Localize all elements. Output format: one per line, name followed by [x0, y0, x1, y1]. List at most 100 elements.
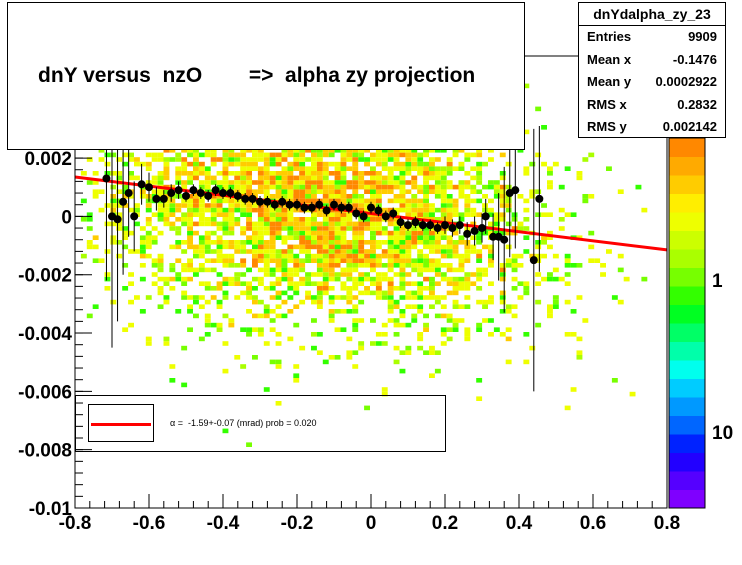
heatmap-cell	[269, 180, 276, 185]
heatmap-cell	[558, 276, 565, 282]
heatmap-cell	[157, 212, 164, 217]
heatmap-cell	[499, 309, 506, 314]
heatmap-cell	[287, 253, 294, 259]
heatmap-cell	[423, 327, 429, 332]
heatmap-cell	[234, 355, 241, 360]
profile-point	[448, 224, 457, 233]
heatmap-cell	[387, 180, 394, 185]
heatmap-cell	[163, 157, 170, 162]
heatmap-cell	[311, 230, 317, 236]
heatmap-cell	[452, 253, 459, 259]
heatmap-cell	[375, 226, 382, 231]
heatmap-cell	[316, 272, 323, 277]
heatmap-cell	[299, 217, 306, 222]
heatmap-cell	[252, 263, 258, 268]
heatmap-cell	[375, 184, 382, 190]
heatmap-cell	[346, 217, 353, 222]
heatmap-cell	[458, 253, 465, 259]
heatmap-cell	[517, 221, 524, 227]
profile-point	[315, 200, 324, 209]
heatmap-cell	[275, 295, 282, 300]
heatmap-cell	[275, 230, 282, 236]
heatmap-cell	[275, 313, 282, 319]
heatmap-cell	[364, 148, 370, 153]
heatmap-cell	[440, 295, 447, 300]
heatmap-cell	[204, 240, 211, 245]
heatmap-cell	[470, 175, 477, 181]
heatmap-cell	[257, 267, 264, 273]
heatmap-cell	[511, 313, 518, 319]
heatmap-cell	[228, 203, 235, 208]
heatmap-cell	[204, 235, 211, 240]
heatmap-cell	[175, 157, 182, 162]
heatmap-cell	[452, 244, 459, 250]
heatmap-cell	[263, 258, 270, 263]
heatmap-cell	[411, 281, 418, 286]
heatmap-cell	[257, 244, 264, 250]
heatmap-cell	[393, 272, 400, 277]
heatmap-cell	[370, 341, 376, 346]
heatmap-cell	[358, 299, 365, 305]
heatmap-cell	[617, 299, 624, 305]
heatmap-cell	[287, 175, 294, 181]
heatmap-cell	[287, 217, 294, 222]
heatmap-cell	[287, 194, 294, 199]
heatmap-cell	[523, 207, 530, 213]
heatmap-cell	[246, 295, 252, 300]
heatmap-cell	[381, 180, 388, 185]
heatmap-cell	[505, 161, 512, 167]
heatmap-cell	[499, 295, 506, 300]
heatmap-cell	[311, 299, 317, 305]
heatmap-cell	[370, 226, 376, 231]
heatmap-cell	[322, 230, 329, 236]
heatmap-cell	[564, 166, 571, 171]
heatmap-cell	[299, 166, 306, 171]
heatmap-cell	[352, 364, 359, 369]
heatmap-cell	[198, 295, 205, 300]
heatmap-cell	[198, 267, 205, 273]
heatmap-cell	[393, 286, 400, 291]
heatmap-cell	[476, 166, 483, 171]
heatmap-cell	[311, 295, 317, 300]
heatmap-cell	[328, 161, 335, 167]
heatmap-cell	[381, 148, 388, 153]
heatmap-cell	[405, 244, 412, 250]
heatmap-cell	[98, 189, 105, 194]
heatmap-cell	[305, 253, 311, 259]
heatmap-cell	[263, 286, 270, 291]
heatmap-cell	[193, 152, 199, 158]
heatmap-cell	[293, 194, 300, 199]
heatmap-cell	[240, 203, 247, 208]
heatmap-cell	[86, 212, 93, 217]
profile-point	[182, 191, 190, 200]
heatmap-cell	[387, 318, 394, 323]
heatmap-cell	[269, 230, 276, 236]
heatmap-cell	[346, 286, 353, 291]
heatmap-cell	[328, 184, 335, 190]
heatmap-cell	[193, 249, 199, 254]
heatmap-cell	[110, 240, 117, 245]
heatmap-cell	[122, 152, 129, 158]
heatmap-cell	[440, 304, 447, 309]
heatmap-cell	[370, 175, 376, 181]
heatmap-cell	[405, 290, 412, 296]
heatmap-cell	[316, 171, 323, 176]
heatmap-cell	[92, 258, 99, 263]
colorbar-label-10: 10	[712, 423, 733, 444]
heatmap-cell	[375, 175, 382, 181]
heatmap-cell	[405, 212, 412, 217]
heatmap-cell	[381, 157, 388, 162]
heatmap-cell	[116, 171, 123, 176]
heatmap-cell	[446, 171, 453, 176]
heatmap-cell	[399, 161, 406, 167]
heatmap-cell	[523, 281, 530, 286]
heatmap-cell	[263, 230, 270, 236]
heatmap-cell	[234, 189, 241, 194]
heatmap-cell	[287, 336, 294, 342]
heatmap-cell	[246, 212, 252, 217]
heatmap-cell	[446, 166, 453, 171]
heatmap-cell	[334, 263, 341, 268]
profile-point	[285, 200, 294, 209]
heatmap-cell	[234, 207, 241, 213]
heatmap-cell	[269, 194, 276, 199]
